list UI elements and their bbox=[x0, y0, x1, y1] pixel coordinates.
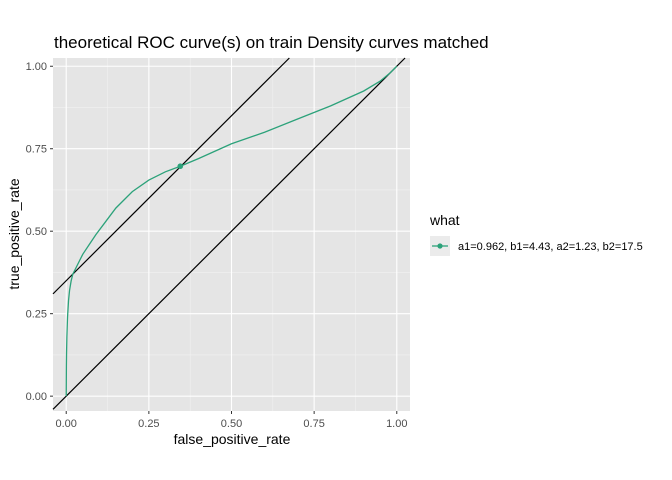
major-gridlines bbox=[53, 58, 410, 411]
reference-line bbox=[52, 57, 290, 295]
x-tick-label: 0.75 bbox=[303, 418, 324, 430]
roc-curve-line bbox=[65, 65, 398, 397]
x-tick-label: 0.00 bbox=[56, 418, 77, 430]
chart-title: theoretical ROC curve(s) on train Densit… bbox=[54, 33, 489, 52]
x-tick-label: 1.00 bbox=[386, 418, 407, 430]
y-axis-ticks: 0.00 0.25 0.50 0.75 1.00 bbox=[26, 61, 53, 403]
roc-point bbox=[177, 163, 184, 170]
y-tick-label: 1.00 bbox=[26, 61, 47, 73]
y-tick-label: 0.50 bbox=[26, 226, 47, 238]
x-tick-label: 0.25 bbox=[138, 418, 159, 430]
legend-entry-label: a1=0.962, b1=4.43, a2=1.23, b2=17.5 bbox=[458, 241, 643, 253]
x-axis-title: false_positive_rate bbox=[174, 431, 291, 447]
reference-line bbox=[52, 57, 406, 410]
x-axis-ticks: 0.00 0.25 0.50 0.75 1.00 bbox=[56, 411, 407, 430]
legend-title: what bbox=[429, 212, 460, 228]
legend-key-point bbox=[437, 243, 443, 249]
series-layer bbox=[65, 65, 398, 397]
reference-lines bbox=[52, 57, 406, 410]
y-axis-title: true_positive_rate bbox=[6, 178, 22, 290]
x-tick-label: 0.50 bbox=[221, 418, 242, 430]
y-tick-label: 0.00 bbox=[26, 391, 47, 403]
y-tick-label: 0.75 bbox=[26, 144, 47, 156]
y-tick-label: 0.25 bbox=[26, 309, 47, 321]
legend: what a1=0.962, b1=4.43, a2=1.23, b2=17.5 bbox=[429, 212, 643, 256]
